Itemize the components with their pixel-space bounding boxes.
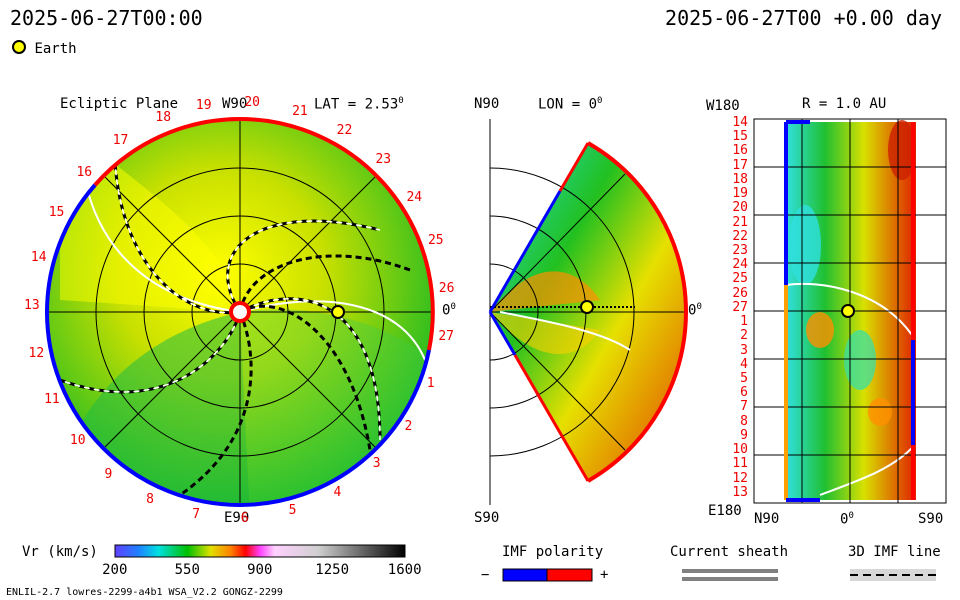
earth-legend-label: Earth: [34, 41, 77, 57]
day-tick-label: 18: [155, 109, 172, 125]
earth-ecliptic-marker-icon: [331, 305, 345, 319]
day-tick-label: 22: [336, 123, 353, 139]
day-tick-label: 17: [112, 132, 129, 148]
synoptic-y-tick-label: 16: [732, 143, 748, 159]
day-tick-label: 9: [104, 467, 113, 483]
day-tick-label: 7: [192, 507, 201, 523]
synoptic-y-tick-label: 18: [732, 171, 748, 187]
lat-label: LAT = 2.530: [314, 96, 404, 113]
earth-synoptic-marker-icon: [841, 304, 855, 318]
day-tick-label: 8: [146, 492, 154, 508]
day-tick-label: 4: [333, 484, 342, 500]
synoptic-y-tick-label: 24: [732, 257, 748, 273]
synoptic-y-tick-label: 10: [732, 442, 748, 458]
day-tick-label: 2: [404, 419, 413, 435]
day-tick-label: 6: [240, 510, 249, 526]
imf-minus-label: −: [481, 567, 490, 583]
synoptic-y-tick-label: 5: [740, 371, 748, 386]
datetime-left: 2025-06-27T00:00: [10, 6, 203, 30]
day-tick-label: 11: [44, 392, 60, 408]
synoptic-x-zero: 00: [840, 511, 854, 528]
synoptic-top-label: W180: [706, 98, 740, 114]
imf-positive-swatch: [546, 568, 593, 582]
day-tick-label: 15: [48, 204, 65, 220]
imf-plus-label: +: [600, 567, 609, 583]
sheath-title: Current sheath: [670, 544, 789, 560]
colorbar-tick-label: 550: [174, 562, 200, 578]
meridional-right-label: 00: [688, 302, 702, 319]
day-tick-label: 5: [288, 503, 297, 519]
ecliptic-panel: [44, 117, 435, 508]
synoptic-y-tick-label: 17: [732, 157, 748, 173]
synoptic-y-tick-label: 7: [740, 399, 748, 415]
ecliptic-bottom-label: E90: [224, 510, 250, 526]
day-tick-label: 24: [406, 189, 423, 205]
sun-marker-icon: [229, 301, 251, 323]
day-tick-label: 20: [244, 95, 260, 111]
synoptic-y-tick-label: 26: [732, 285, 748, 301]
synoptic-y-tick-label: 27: [732, 299, 748, 315]
synoptic-y-tick-label: 21: [732, 214, 748, 230]
day-tick-label: 21: [292, 103, 308, 119]
synoptic-y-tick-label: 3: [740, 342, 748, 358]
colorbar-tick-label: 900: [247, 562, 273, 578]
synoptic-y-tick-label: 8: [740, 413, 748, 429]
synoptic-y-tick-label: 12: [732, 470, 748, 486]
day-tick-label: 16: [76, 164, 93, 180]
model-info: ENLIL-2.7 lowres-2299-a4b1 WSA_V2.2 GONG…: [6, 587, 283, 598]
day-tick-label: 27: [438, 329, 455, 345]
datetime-right: 2025-06-27T00 +0.00 day: [665, 6, 942, 30]
synoptic-y-tick-label: 14: [732, 115, 748, 130]
synoptic-y-tick-label: 23: [732, 243, 748, 258]
day-tick-label: 26: [438, 280, 455, 296]
meridional-top-label: N90: [474, 96, 500, 112]
colorbar-gradient: [114, 544, 406, 558]
colorbar-tick-label: 200: [102, 562, 128, 578]
synoptic-x-s90: S90: [918, 511, 944, 527]
day-tick-label: 3: [372, 456, 381, 472]
day-tick-label: 12: [28, 346, 45, 362]
synoptic-bottom-label: E180: [708, 503, 742, 519]
colorbar-tick-label: 1250: [315, 562, 350, 578]
synoptic-y-tick-label: 1: [740, 314, 748, 330]
day-tick-label: 14: [30, 249, 47, 265]
day-tick-label: 19: [195, 98, 212, 114]
day-tick-label: 10: [69, 433, 86, 449]
colorbar-title: Vr (km/s): [22, 544, 98, 560]
synoptic-y-tick-label: 6: [740, 385, 748, 401]
day-tick-label: 23: [375, 152, 392, 168]
colorbar-tick-label: 1600: [387, 562, 422, 578]
sheath-line-swatch: [682, 569, 778, 573]
synoptic-y-tick-label: 25: [732, 271, 748, 287]
synoptic-y-tick-label: 15: [732, 129, 748, 145]
r-label: R = 1.0 AU: [802, 96, 887, 112]
synoptic-y-tick-label: 9: [740, 427, 748, 443]
day-tick-label: 25: [427, 233, 444, 249]
imf-polarity-title: IMF polarity: [502, 544, 604, 560]
synoptic-y-tick-label: 22: [732, 228, 748, 244]
synoptic-y-tick-label: 11: [732, 456, 748, 472]
synoptic-y-tick-label: 13: [732, 484, 748, 500]
day-tick-label: 1: [426, 376, 435, 392]
ecliptic-right-label: 00: [442, 302, 456, 319]
ecliptic-title: Ecliptic Plane: [60, 96, 179, 112]
imf3d-title: 3D IMF line: [848, 544, 941, 560]
synoptic-x-n90: N90: [754, 511, 780, 527]
meridional-panel: [488, 119, 689, 505]
synoptic-y-tick-label: 19: [732, 186, 748, 202]
synoptic-y-tick-label: 4: [740, 356, 748, 372]
earth-marker-icon: [12, 40, 26, 54]
earth-meridional-marker-icon: [580, 300, 594, 314]
day-tick-label: 13: [24, 297, 40, 313]
ecliptic-top-label: W90: [222, 96, 248, 112]
lon-label: LON = 00: [538, 96, 603, 113]
synoptic-panel: [753, 118, 947, 504]
meridional-bottom-label: S90: [474, 510, 500, 526]
imf-negative-swatch: [502, 568, 548, 582]
earth-legend: Earth: [12, 40, 77, 57]
synoptic-y-tick-label: 2: [740, 328, 748, 344]
synoptic-y-tick-label: 20: [732, 200, 748, 216]
